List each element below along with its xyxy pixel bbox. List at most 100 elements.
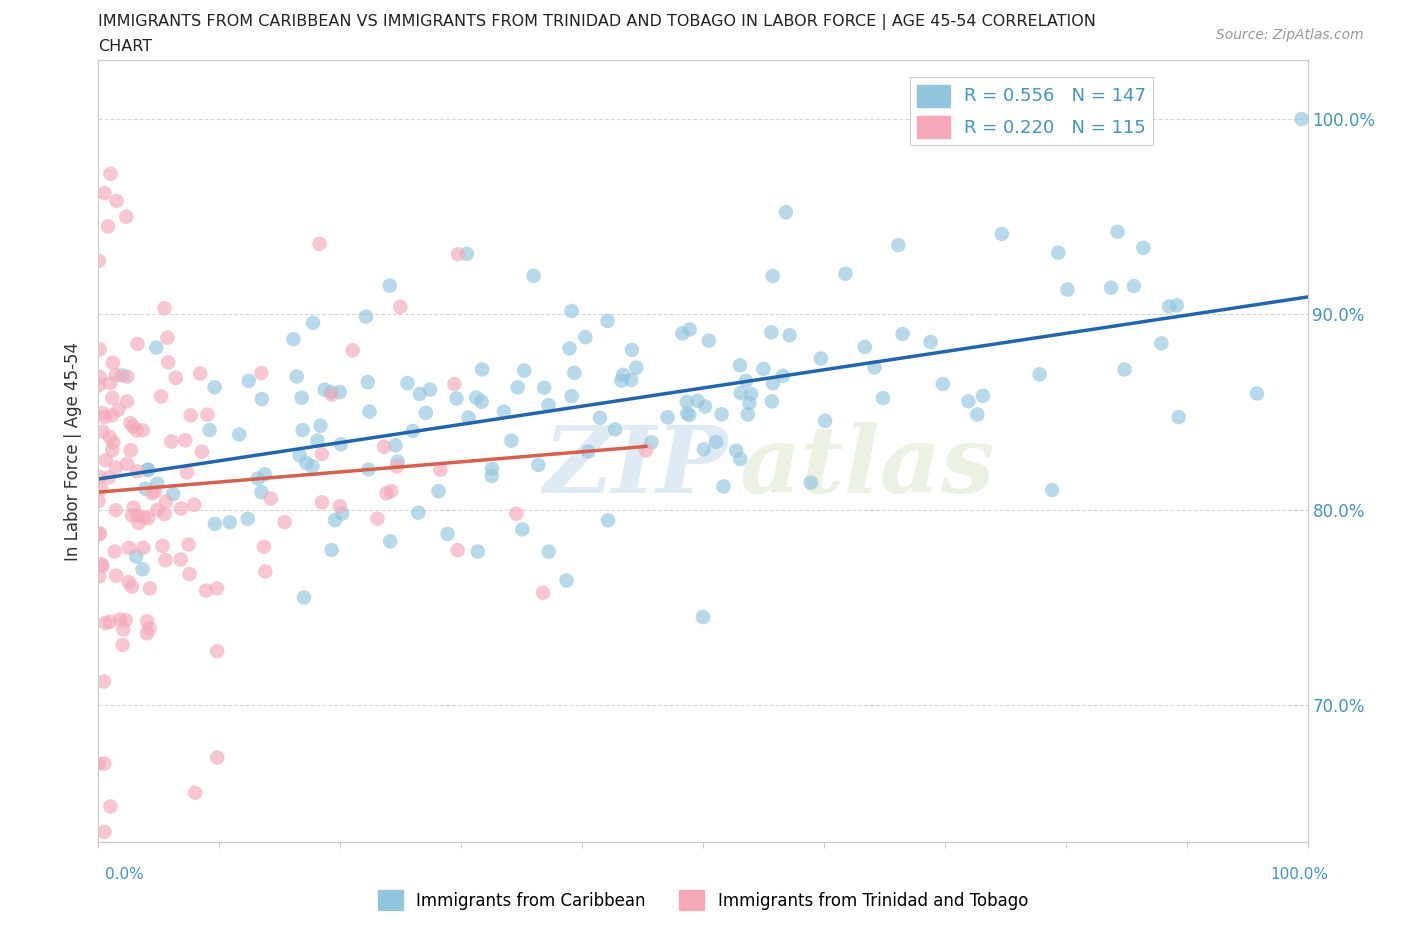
- Point: [98, 614, 121, 629]
- Point: [91, 424, 114, 439]
- Point: [97, 470, 120, 485]
- Point: [98, 430, 121, 445]
- Point: [146, 502, 169, 517]
- Point: [810, 351, 832, 365]
- Point: [775, 205, 797, 219]
- Point: [679, 322, 702, 337]
- Point: [640, 435, 662, 450]
- Point: [104, 503, 127, 518]
- Point: [104, 544, 127, 559]
- Point: [143, 485, 166, 499]
- Point: [128, 515, 150, 530]
- Point: [103, 435, 125, 450]
- Point: [378, 278, 401, 293]
- Point: [527, 458, 550, 472]
- Point: [375, 486, 398, 501]
- Point: [457, 410, 479, 425]
- Point: [380, 534, 402, 549]
- Point: [205, 581, 228, 596]
- Text: 0.0%: 0.0%: [105, 867, 145, 882]
- Point: [634, 443, 657, 458]
- Point: [120, 416, 142, 431]
- Point: [612, 367, 634, 382]
- Point: [357, 462, 380, 477]
- Point: [145, 340, 167, 355]
- Point: [1047, 246, 1070, 260]
- Point: [131, 562, 153, 577]
- Point: [91, 559, 114, 574]
- Point: [260, 491, 283, 506]
- Point: [713, 479, 735, 494]
- Point: [501, 433, 523, 448]
- Point: [177, 538, 200, 552]
- Point: [250, 365, 273, 380]
- Point: [610, 373, 633, 388]
- Point: [991, 226, 1014, 241]
- Point: [737, 407, 759, 422]
- Point: [165, 370, 187, 385]
- Point: [139, 581, 162, 596]
- Point: [523, 268, 546, 283]
- Point: [319, 385, 342, 400]
- Point: [814, 413, 837, 428]
- Point: [704, 434, 727, 449]
- Point: [135, 626, 157, 641]
- Point: [671, 326, 693, 340]
- Point: [427, 484, 450, 498]
- Point: [465, 390, 488, 405]
- Point: [853, 339, 876, 354]
- Point: [179, 566, 201, 581]
- Point: [141, 485, 163, 500]
- Text: ZIP: ZIP: [543, 421, 727, 512]
- Point: [170, 501, 193, 516]
- Point: [180, 408, 202, 423]
- Point: [443, 377, 465, 392]
- Point: [253, 467, 276, 482]
- Point: [90, 481, 112, 496]
- Point: [90, 557, 112, 572]
- Text: CHART: CHART: [98, 39, 152, 54]
- Point: [387, 454, 409, 469]
- Point: [246, 472, 269, 486]
- Point: [447, 246, 470, 261]
- Point: [740, 387, 762, 402]
- Point: [1132, 240, 1154, 255]
- Point: [409, 387, 432, 402]
- Point: [359, 405, 381, 419]
- Point: [94, 453, 117, 468]
- Point: [228, 427, 250, 442]
- Point: [561, 389, 583, 404]
- Point: [693, 442, 716, 457]
- Point: [692, 610, 714, 625]
- Point: [1107, 224, 1129, 239]
- Point: [471, 362, 494, 377]
- Point: [735, 374, 758, 389]
- Point: [436, 526, 458, 541]
- Point: [174, 432, 197, 447]
- Point: [678, 407, 700, 422]
- Point: [183, 498, 205, 512]
- Point: [127, 464, 149, 479]
- Point: [624, 360, 647, 375]
- Point: [101, 408, 124, 423]
- Point: [446, 391, 468, 405]
- Point: [125, 508, 148, 523]
- Point: [155, 494, 177, 509]
- Point: [134, 481, 156, 496]
- Point: [101, 391, 124, 405]
- Point: [533, 380, 555, 395]
- Point: [537, 398, 560, 413]
- Point: [772, 368, 794, 383]
- Point: [291, 391, 314, 405]
- Point: [105, 568, 128, 583]
- Point: [91, 405, 114, 420]
- Point: [311, 495, 333, 510]
- Point: [104, 460, 127, 475]
- Point: [87, 527, 110, 542]
- Point: [308, 236, 330, 251]
- Point: [481, 461, 503, 476]
- Text: atlas: atlas: [740, 421, 994, 512]
- Point: [98, 376, 121, 391]
- Point: [1114, 362, 1136, 377]
- Text: Source: ZipAtlas.com: Source: ZipAtlas.com: [1216, 28, 1364, 42]
